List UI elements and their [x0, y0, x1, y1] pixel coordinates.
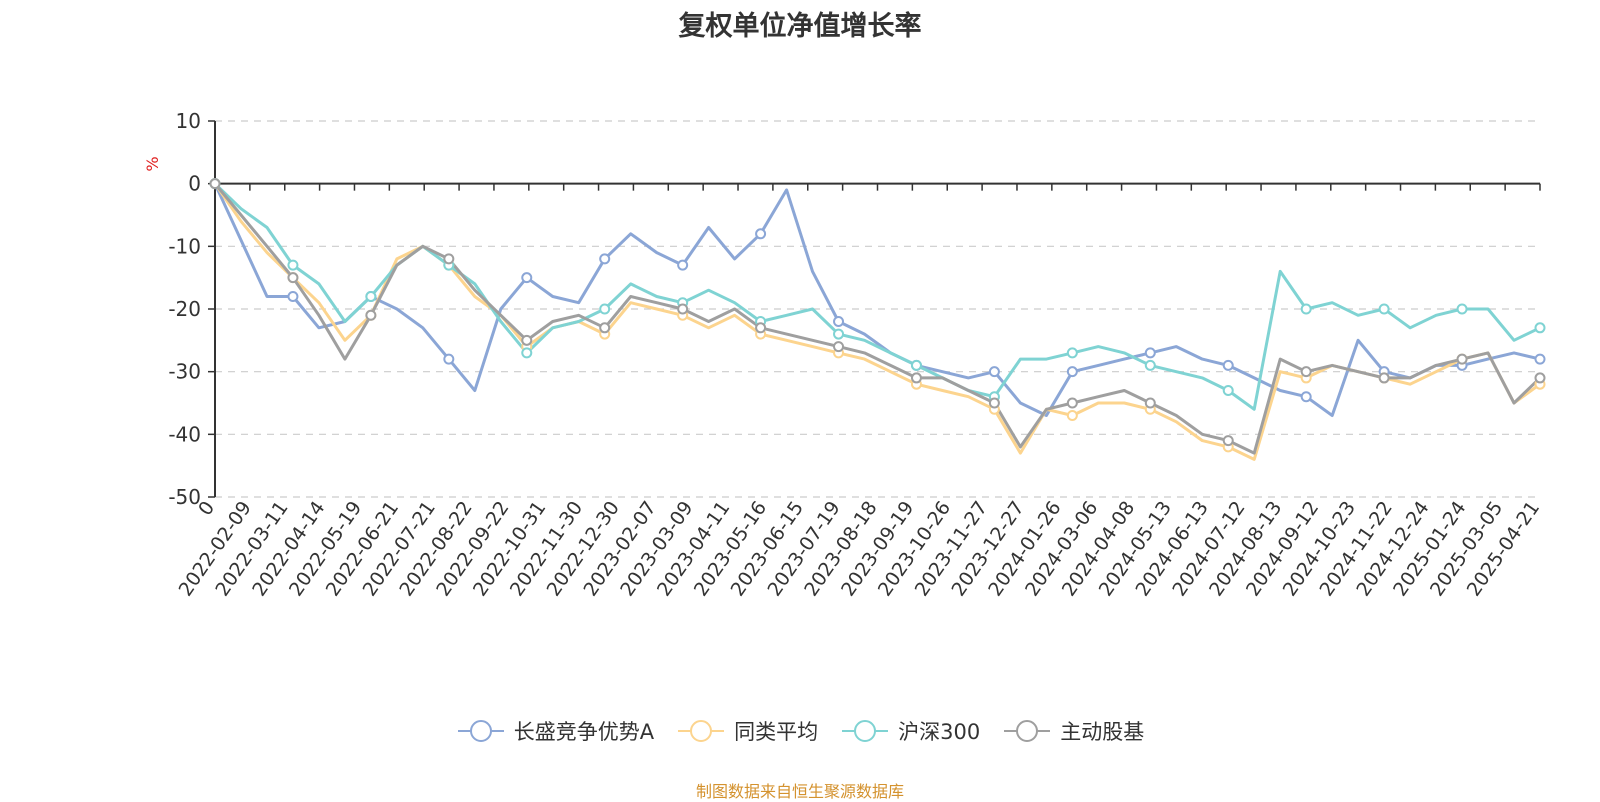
data-point [365, 309, 377, 321]
series-lines [213, 182, 1542, 461]
x-tick-label: 0 [194, 497, 219, 520]
data-point [1222, 359, 1234, 371]
data-point [1300, 303, 1312, 315]
data-point [1534, 353, 1546, 365]
data-point [599, 322, 611, 334]
data-point [1378, 303, 1390, 315]
legend-marker-icon [842, 720, 889, 742]
legend-marker-icon [1004, 720, 1051, 742]
y-tick-label: 10 [176, 109, 201, 133]
data-point [677, 259, 689, 271]
legend-label: 沪深300 [898, 720, 981, 744]
data-point [1534, 322, 1546, 334]
data-point [209, 178, 221, 190]
legend-marker-icon [457, 720, 504, 742]
legend-item[interactable]: 主动股基 [1002, 716, 1144, 746]
y-tick-label: -30 [168, 360, 201, 384]
legend-label: 主动股基 [1060, 720, 1145, 744]
data-point [1066, 397, 1078, 409]
data-point [988, 397, 1000, 409]
data-point [287, 272, 299, 284]
data-point [1456, 303, 1468, 315]
data-point [755, 322, 767, 334]
legend: 长盛竞争优势A 同类平均 沪深300 主动股基 [0, 716, 1600, 746]
data-point [521, 272, 533, 284]
grid-lines [215, 120, 1540, 498]
data-point [443, 353, 455, 365]
data-point [677, 303, 689, 315]
data-point [988, 366, 1000, 378]
y-tick-label: 0 [188, 172, 201, 196]
data-point [1144, 397, 1156, 409]
data-point [521, 334, 533, 346]
data-point [287, 290, 299, 302]
data-point [1066, 410, 1078, 422]
legend-label: 长盛竞争优势A [513, 720, 655, 744]
data-point [1066, 347, 1078, 359]
legend-item[interactable]: 长盛竞争优势A [456, 716, 654, 746]
data-point [1144, 359, 1156, 371]
y-tick-label: -40 [168, 422, 201, 446]
series-line [213, 182, 1542, 455]
y-tick-label: -10 [168, 234, 201, 258]
data-point [1300, 366, 1312, 378]
legend-item[interactable]: 沪深300 [840, 716, 980, 746]
data-point [599, 253, 611, 265]
chart-title: 复权单位净值增长率 [678, 11, 922, 42]
data-point [443, 253, 455, 265]
legend-item[interactable]: 同类平均 [676, 716, 818, 746]
data-point [910, 359, 922, 371]
y-tick-label: -20 [168, 297, 201, 321]
source-note: 制图数据来自恒生聚源数据库 [695, 782, 904, 801]
data-point [910, 372, 922, 384]
data-point [833, 316, 845, 328]
data-point [287, 259, 299, 271]
legend-label: 同类平均 [734, 720, 819, 744]
y-tick-label: -50 [168, 485, 201, 509]
series-line [213, 182, 1541, 411]
series-line [213, 183, 1541, 417]
data-point [1222, 384, 1234, 396]
data-point [833, 341, 845, 353]
data-point [521, 347, 533, 359]
data-point [1456, 353, 1468, 365]
legend-marker-icon [678, 720, 725, 742]
data-point [1378, 372, 1390, 384]
data-point [599, 303, 611, 315]
data-point [833, 328, 845, 340]
y-axis-unit-label: % [143, 156, 162, 171]
data-point [755, 228, 767, 240]
data-point [1300, 391, 1312, 403]
data-point [365, 290, 377, 302]
series-markers [209, 178, 1546, 453]
data-point [1534, 372, 1546, 384]
data-point [1066, 366, 1078, 378]
data-point [1222, 435, 1234, 447]
data-point [1144, 347, 1156, 359]
axes: 100-10-20-30-40-5002022-02-092022-03-112… [168, 109, 1544, 600]
